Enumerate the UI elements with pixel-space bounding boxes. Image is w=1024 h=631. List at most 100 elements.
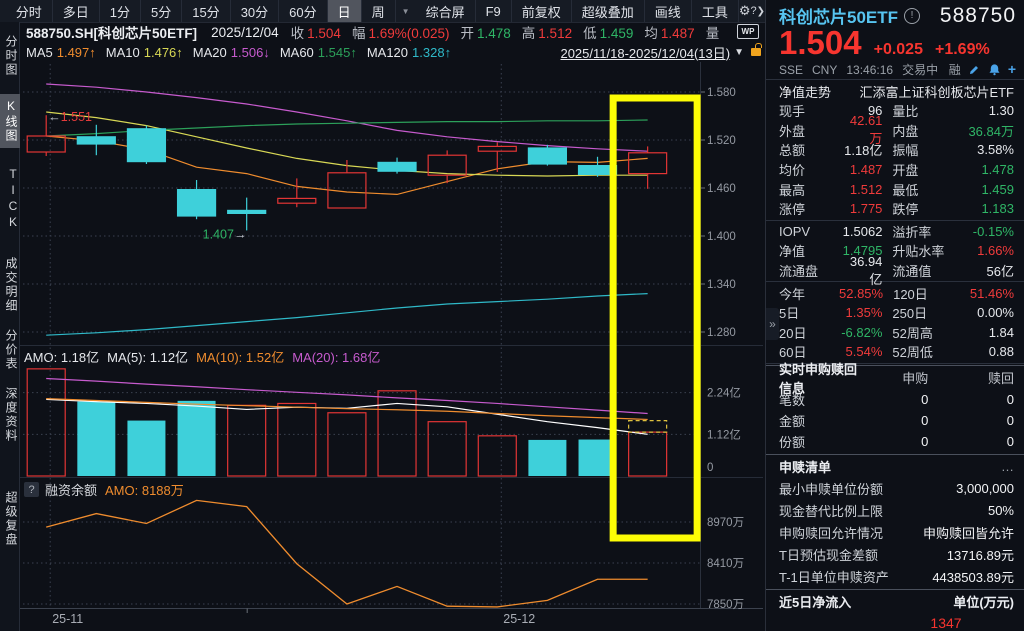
ma-value-MA120: MA120 1.328↑ bbox=[366, 44, 452, 60]
stat-label: 溢折率 bbox=[892, 224, 932, 240]
stat-value: 0.00% bbox=[977, 305, 1014, 321]
margin-balance-value: AMO: 8188万 bbox=[105, 483, 184, 498]
edit-icon[interactable] bbox=[968, 63, 981, 76]
purchase-row: 笔数 0 0 bbox=[779, 391, 1015, 408]
stat-value: 1.487 bbox=[849, 162, 883, 178]
stat-value: 36.94亿 bbox=[849, 253, 883, 287]
tab-15分[interactable]: 15分 bbox=[181, 0, 229, 22]
divider bbox=[766, 362, 1024, 364]
sidebar-item-分价表[interactable]: 分价表 bbox=[4, 329, 18, 371]
stat-label: 52周低 bbox=[892, 345, 933, 361]
svg-text:←1.551: ←1.551 bbox=[48, 110, 92, 124]
stat-label: 内盘 bbox=[892, 123, 919, 139]
toolbar-tools: 综合屏 F9 前复权 超级叠加 画线 工具 bbox=[416, 0, 738, 22]
amo-header-part: MA(5): 1.12亿 bbox=[107, 350, 189, 365]
stat-value: 1.66% bbox=[977, 243, 1014, 259]
stat-label: 120日 bbox=[893, 286, 928, 302]
quote-row: IOPV 1.5062 溢折率 -0.15% bbox=[766, 222, 1024, 242]
sidebar-item-分时图[interactable]: 分时图 bbox=[4, 35, 18, 77]
divider bbox=[766, 79, 1024, 80]
net-inflow-unit: 单位(万元) bbox=[953, 595, 1014, 611]
sidebar-item-K线图[interactable]: K线图 bbox=[0, 94, 20, 148]
wp-badge-icon[interactable]: WP bbox=[737, 24, 759, 39]
stat-label: 流通盘 bbox=[779, 264, 819, 280]
tab-分时[interactable]: 分时 bbox=[15, 4, 42, 20]
margin-flag: 融 bbox=[948, 63, 961, 77]
list-row: T日预估现金差额 13716.89元 bbox=[779, 548, 1014, 564]
quote-row: 5日 1.35% 250日 0.00% bbox=[766, 303, 1024, 323]
quote-row: 涨停 1.775 跌停 1.183 bbox=[766, 199, 1024, 219]
purchase-header: 实时申购赎回信息 申购 赎回 bbox=[779, 361, 1015, 396]
stock-code: 588750 bbox=[939, 3, 1016, 27]
date-label: 2025/12/04 bbox=[211, 24, 279, 40]
help-icon[interactable]: ? bbox=[24, 482, 39, 497]
stat-label: 量比 bbox=[892, 104, 919, 120]
nav-trend-link[interactable]: 净值走势 bbox=[779, 84, 832, 100]
toolbar-item-超级叠加[interactable]: 超级叠加 bbox=[570, 0, 644, 22]
toolbar-item-画线[interactable]: 画线 bbox=[643, 0, 691, 22]
quote-row: 均价 1.487 开盘 1.478 bbox=[766, 160, 1024, 180]
add-icon[interactable]: + bbox=[1007, 61, 1016, 77]
help-icon[interactable]: ? bbox=[750, 5, 757, 17]
stat-value: 36.84万 bbox=[968, 123, 1014, 139]
field-开: 开 1.478 bbox=[460, 26, 511, 41]
sidebar-item-超级复盘[interactable]: 超级复盘 bbox=[4, 491, 18, 547]
kline-chart-area[interactable]: AMO: 1.18亿 MA(5): 1.12亿 MA(10): 1.52亿 MA(20… bbox=[20, 62, 763, 631]
tab-1分[interactable]: 1分 bbox=[98, 0, 140, 22]
margin-balance-title: 融资余额 bbox=[45, 483, 98, 498]
quote-row: 流通盘 36.94亿 流通值 56亿 bbox=[766, 254, 1024, 287]
toolbar-item-前复权[interactable]: 前复权 bbox=[510, 0, 571, 22]
svg-text:2.24亿: 2.24亿 bbox=[707, 387, 741, 400]
field-幅: 幅 1.69%(0.025) bbox=[351, 26, 450, 41]
svg-text:1.407→: 1.407→ bbox=[203, 227, 247, 241]
tab-5分[interactable]: 5分 bbox=[139, 0, 181, 22]
toolbar-item-综合屏[interactable]: 综合屏 bbox=[425, 4, 465, 20]
tab-周[interactable]: 周 bbox=[360, 0, 395, 22]
divider bbox=[766, 219, 1024, 221]
symbol-label: 588750.SH[科创芯片50ETF] bbox=[26, 26, 198, 41]
info-icon[interactable]: ! bbox=[904, 7, 921, 24]
svg-text:1.400: 1.400 bbox=[707, 231, 736, 243]
stat-value: 1.775 bbox=[849, 201, 883, 217]
stat-value: 1.30 bbox=[988, 103, 1014, 119]
period-more-caret-icon[interactable]: ▼ bbox=[394, 0, 416, 22]
kline-chart-svg[interactable]: 1.580 1.520 1.460 1.400 1.340 1.280 ←1.551 1.40… bbox=[20, 62, 763, 631]
purchase-row: 金额 0 0 bbox=[779, 413, 1015, 430]
bell-icon[interactable] bbox=[988, 63, 1001, 76]
toolbar-item-F9[interactable]: F9 bbox=[474, 0, 511, 22]
quote-row: 60日 5.54% 52周低 0.88 bbox=[766, 342, 1024, 362]
stat-label: 最低 bbox=[892, 182, 919, 198]
stat-value: 1.18亿 bbox=[844, 143, 883, 159]
unlock-icon[interactable] bbox=[751, 43, 762, 56]
svg-text:25-12: 25-12 bbox=[503, 612, 535, 626]
sidebar-item-TICK[interactable]: TICK bbox=[6, 167, 20, 231]
ma-value-MA60: MA60 1.545↑ bbox=[279, 44, 357, 60]
stat-value: -0.15% bbox=[972, 223, 1014, 239]
fund-nav-row[interactable]: 净值走势 汇添富上证科创板芯片ETF bbox=[766, 81, 1024, 101]
date-range-selector[interactable]: 2025/11/18-2025/12/04(13日) bbox=[560, 45, 731, 61]
divider bbox=[766, 281, 1024, 283]
stat-label: 均价 bbox=[779, 163, 806, 179]
gear-icon[interactable]: ⚙ bbox=[737, 0, 750, 22]
quote-row: 最高 1.512 最低 1.459 bbox=[766, 179, 1024, 199]
tab-多日[interactable]: 多日 bbox=[51, 0, 99, 22]
chevron-down-icon[interactable]: ▼ bbox=[734, 46, 744, 58]
margin-balance-pane-header: ? 融资余额 AMO: 8188万 bbox=[24, 480, 184, 499]
quote-info-bar: 588750.SH[科创芯片50ETF] 2025/12/04 收 1.504 幅 1… bbox=[20, 22, 763, 42]
sidebar-item-深度资料[interactable]: 深度资料 bbox=[4, 387, 18, 443]
tab-日[interactable]: 日 bbox=[326, 0, 361, 22]
chevron-right-icon[interactable]: ❯ bbox=[756, 5, 765, 17]
panel-expander[interactable]: » bbox=[766, 308, 779, 340]
quote-row: 外盘 42.61万 内盘 36.84万 bbox=[766, 113, 1024, 146]
toolbar-item-工具[interactable]: 工具 bbox=[690, 0, 738, 22]
divider bbox=[766, 453, 1024, 455]
amo-header-part: MA(10): 1.52亿 bbox=[196, 350, 285, 365]
sidebar-item-成交明细[interactable]: 成交明细 bbox=[4, 257, 18, 313]
amo-header-part: MA(20): 1.68亿 bbox=[292, 350, 381, 365]
exchange-label: SSE bbox=[779, 62, 804, 77]
tab-60分[interactable]: 60分 bbox=[278, 0, 326, 22]
stat-value: 42.61万 bbox=[849, 113, 883, 147]
period-toolbar: 分时 多日 1分 5分 15分 30分 60分日周 ▼ 综合屏 F9 前复权 超级叠加 画线 工具 ⚙… bbox=[0, 0, 765, 23]
tab-30分[interactable]: 30分 bbox=[229, 0, 278, 22]
stat-label: IOPV bbox=[779, 223, 811, 239]
